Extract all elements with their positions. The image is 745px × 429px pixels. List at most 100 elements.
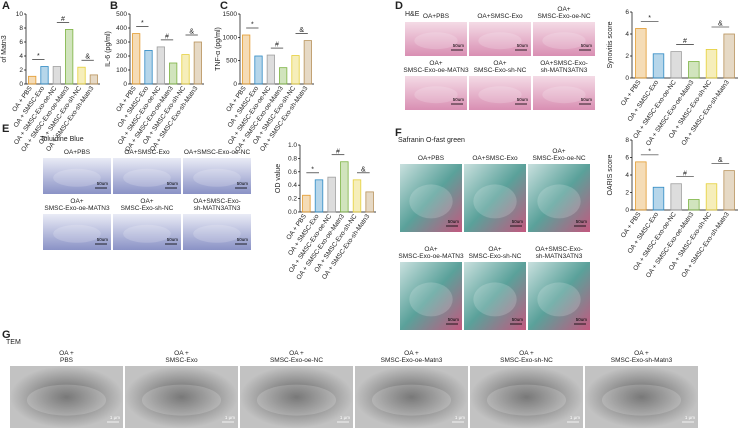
y-tick-label: 6	[625, 9, 629, 16]
scale-label: 50um	[97, 237, 109, 242]
image-caption: SMSC-Exo	[165, 357, 198, 364]
significance-label: &	[189, 29, 194, 36]
bar	[705, 49, 718, 79]
scale-label: 50um	[517, 97, 529, 102]
bar	[327, 176, 336, 213]
scale-label: 50um	[512, 317, 524, 322]
y-axis-label: TNF-α (pg/ml)	[215, 27, 222, 71]
bar	[144, 50, 153, 85]
tissue-texture	[473, 282, 517, 317]
micrograph	[464, 262, 526, 330]
y-axis-label: Synovitis score	[607, 21, 614, 68]
bar	[254, 55, 263, 85]
significance-label: &	[85, 54, 90, 61]
y-tick-label: 200	[116, 53, 127, 60]
bar	[635, 161, 647, 211]
image-caption: SMSC-Exo-oe-NC	[532, 155, 585, 162]
bar	[723, 33, 735, 79]
bar	[77, 66, 86, 85]
bar	[52, 66, 61, 85]
y-tick-label: 400	[116, 25, 127, 32]
panel-letter: F	[395, 127, 402, 139]
image-caption: SMSC-Exo-oe-MATN3	[398, 253, 464, 260]
y-tick-label: 1.0	[288, 142, 297, 149]
tissue-texture	[53, 224, 101, 243]
image-caption: SMSC-Exo-sh-NC	[500, 357, 553, 364]
panel-letter: C	[220, 0, 228, 12]
significance-label: *	[311, 166, 314, 173]
image-caption: SMSC-Exo-sh-Matn3	[611, 357, 673, 364]
bar	[89, 74, 98, 85]
scale-label: 50um	[576, 317, 588, 322]
bar	[266, 54, 275, 85]
image-caption: OA+PBS	[423, 13, 450, 20]
bar	[132, 33, 141, 85]
bar	[291, 55, 300, 85]
tissue-texture	[478, 86, 522, 104]
y-tick-label: 0.2	[288, 196, 297, 203]
panel-title: H&E	[405, 11, 420, 18]
image-caption: SMSC-Exo-oe-NC	[270, 357, 323, 364]
bar	[303, 40, 312, 85]
tissue-texture	[193, 168, 241, 187]
bar	[169, 62, 178, 85]
tissue-texture	[486, 384, 567, 416]
scale-label: 1 μm	[340, 415, 350, 420]
tissue-texture	[537, 184, 581, 219]
y-tick-label: 0.4	[288, 182, 297, 189]
scale-label: 50um	[167, 237, 179, 242]
tissue-texture	[542, 32, 586, 50]
bar	[28, 75, 37, 85]
y-tick-label: 0.6	[288, 169, 297, 176]
image-caption: OA +	[404, 350, 419, 357]
tissue-texture	[478, 32, 522, 50]
y-tick-label: 1500	[223, 11, 238, 18]
y-tick-label: 2	[625, 53, 629, 60]
y-tick-label: 4	[625, 31, 629, 38]
scale-label: 50um	[581, 43, 593, 48]
panel-title: Toluidine Blue	[40, 136, 84, 143]
tissue-texture	[123, 224, 171, 243]
bar	[670, 51, 682, 79]
significance-label: &	[718, 157, 723, 164]
image-caption: OA +	[519, 350, 534, 357]
micrograph	[355, 366, 468, 428]
scale-label: 1 μm	[570, 415, 580, 420]
tissue-texture	[141, 384, 222, 416]
panel-letter: G	[2, 329, 11, 341]
image-caption: SMSC-Exo-oe-Matn3	[381, 357, 443, 364]
image-caption: OA +	[289, 350, 304, 357]
image-caption: SMSC-Exo-sh-NC	[121, 205, 174, 212]
scale-label: 1 μm	[225, 415, 235, 420]
bar	[352, 179, 362, 213]
y-axis-label: IL-6 (pg/ml)	[105, 31, 112, 67]
significance-label: #	[165, 33, 169, 40]
scale-label: 1 μm	[455, 415, 465, 420]
image-caption: OA+	[429, 60, 442, 67]
image-caption: OA+	[557, 6, 570, 13]
significance-label: *	[141, 20, 144, 27]
tissue-texture	[53, 168, 101, 187]
bar	[302, 194, 311, 213]
micrograph	[585, 366, 698, 428]
image-caption: OA+SMSC-Exo-	[535, 246, 583, 253]
y-tick-label: 4	[19, 53, 23, 60]
bar	[181, 54, 190, 85]
y-tick-label: 2	[19, 67, 23, 74]
y-tick-label: 500	[116, 11, 127, 18]
scale-label: 50um	[167, 181, 179, 186]
y-tick-label: 0	[123, 81, 127, 88]
image-caption: OA+PBS	[418, 155, 445, 162]
bar	[340, 161, 349, 213]
bar	[635, 28, 647, 79]
micrograph	[528, 164, 590, 232]
image-caption: sh-MATN3ATN3	[536, 253, 583, 260]
tissue-texture	[371, 384, 452, 416]
y-tick-label: 6	[625, 155, 629, 162]
panel-letter: D	[395, 0, 403, 12]
bar	[365, 191, 374, 213]
tissue-texture	[123, 168, 171, 187]
tissue-texture	[409, 282, 453, 317]
